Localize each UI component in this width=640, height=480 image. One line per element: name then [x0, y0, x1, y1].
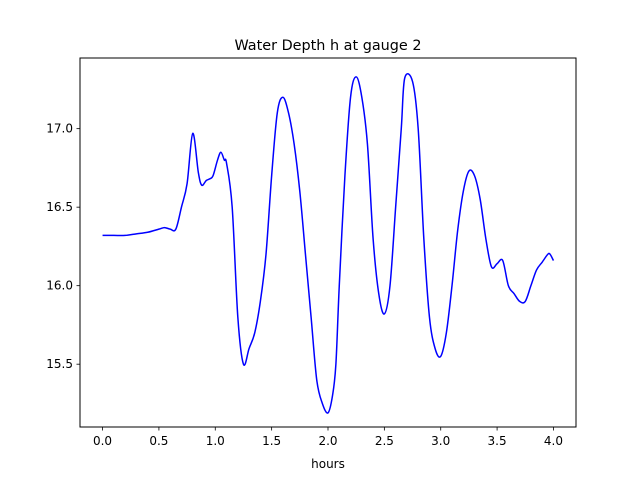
y-tick-label: 17.0	[46, 122, 73, 136]
x-tick-label: 1.0	[206, 434, 225, 448]
y-tick-label: 15.5	[46, 357, 73, 371]
x-tick-label: 4.0	[544, 434, 563, 448]
series-line-0	[102, 72, 555, 414]
x-tick-label: 0.5	[149, 434, 168, 448]
x-tick-label: 3.0	[431, 434, 450, 448]
x-tick-label: 3.5	[488, 434, 507, 448]
x-tick-label: 0.0	[93, 434, 112, 448]
x-axis-label: hours	[311, 457, 345, 471]
y-tick-label: 16.0	[46, 279, 73, 293]
x-tick-label: 2.0	[318, 434, 337, 448]
chart-title: Water Depth h at gauge 2	[234, 38, 421, 54]
x-tick-label: 2.5	[375, 434, 394, 448]
x-tick-label: 1.5	[262, 434, 281, 448]
y-tick-label: 16.5	[46, 200, 73, 214]
